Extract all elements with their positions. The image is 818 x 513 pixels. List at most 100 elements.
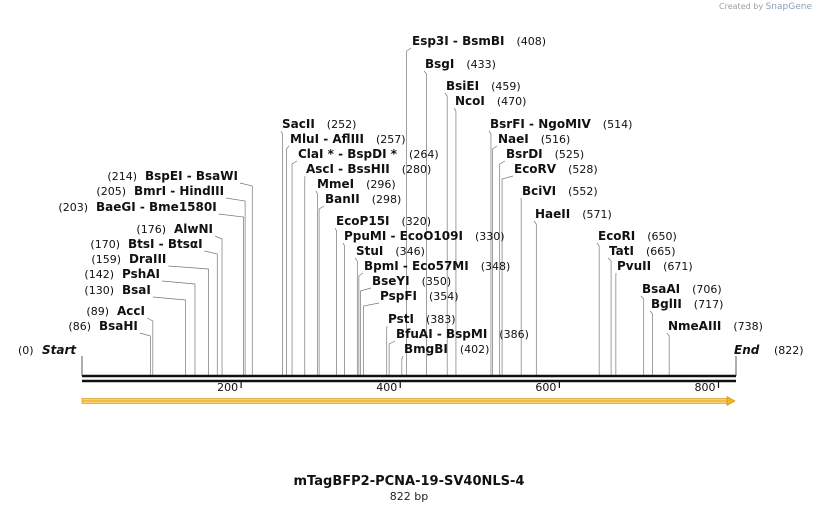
site-marker-line bbox=[214, 235, 223, 375]
site-position: (296) bbox=[366, 178, 396, 191]
end-position: (822) bbox=[774, 344, 804, 357]
end-label: End bbox=[734, 343, 760, 357]
site-name: PstI bbox=[388, 312, 414, 326]
site-name: BaeGI - Bme1580I bbox=[96, 200, 217, 214]
site-name: BfuAI - BspMI bbox=[396, 327, 487, 341]
site-position: (402) bbox=[460, 343, 490, 356]
site-position: (552) bbox=[568, 185, 598, 198]
site-position: (86) bbox=[68, 320, 91, 333]
site-position: (650) bbox=[647, 230, 677, 243]
site-marker-line bbox=[649, 310, 653, 375]
site-marker-line bbox=[444, 92, 448, 375]
site-marker-line bbox=[239, 182, 253, 375]
site-name: BglII bbox=[651, 297, 682, 311]
site-name: MmeI bbox=[317, 177, 354, 191]
site-marker-line bbox=[640, 295, 645, 375]
site-name: BsrFI - NgoMIV bbox=[490, 117, 591, 131]
site-name: NcoI bbox=[455, 94, 485, 108]
site-position: (280) bbox=[402, 163, 432, 176]
site-name: NmeAIII bbox=[668, 319, 721, 333]
ruler-label-200: 200 bbox=[217, 381, 238, 394]
site-position: (346) bbox=[395, 245, 425, 258]
site-position: (142) bbox=[84, 268, 114, 281]
site-name: HaeII bbox=[535, 207, 570, 221]
site-name: BmgBI bbox=[404, 342, 448, 356]
site-position: (459) bbox=[491, 80, 521, 93]
site-position: (383) bbox=[426, 313, 456, 326]
site-position: (89) bbox=[86, 305, 109, 318]
site-marker-line bbox=[139, 332, 151, 375]
site-name: BspEI - BsaWI bbox=[145, 169, 238, 183]
site-marker-line bbox=[607, 257, 612, 375]
site-marker-line bbox=[401, 355, 404, 375]
site-marker-line bbox=[286, 145, 290, 375]
site-marker-line bbox=[666, 332, 670, 375]
site-position: (176) bbox=[136, 223, 166, 236]
site-position: (717) bbox=[694, 298, 724, 311]
site-name: BtsI - BtsαI bbox=[128, 237, 203, 251]
site-name: MluI - AflIII bbox=[290, 132, 364, 146]
site-name: EcoRV bbox=[514, 162, 557, 176]
site-marker-line bbox=[453, 107, 457, 375]
site-name: BsaI bbox=[122, 283, 151, 297]
site-position: (264) bbox=[409, 148, 439, 161]
dna-backbone bbox=[82, 374, 736, 383]
site-marker-line bbox=[218, 213, 244, 375]
site-marker-line bbox=[363, 302, 380, 375]
site-position: (205) bbox=[96, 185, 126, 198]
site-name: Esp3I - BsmBI bbox=[412, 34, 504, 48]
site-marker-line bbox=[152, 296, 186, 375]
site-marker-line bbox=[291, 160, 298, 375]
site-position: (320) bbox=[402, 215, 432, 228]
site-name: EcoRI bbox=[598, 229, 635, 243]
site-marker-line bbox=[596, 242, 600, 375]
site-position: (738) bbox=[733, 320, 763, 333]
site-marker-line bbox=[499, 160, 506, 375]
site-position: (257) bbox=[376, 133, 406, 146]
site-labels: AccI (89)BsaHI (86) BsaI (130) PshAI (142) DraI… bbox=[58, 34, 763, 356]
site-position: (514) bbox=[603, 118, 633, 131]
ruler: 200 400 600 800 bbox=[217, 381, 720, 394]
site-name: PvuII bbox=[617, 259, 651, 273]
site-marker-line bbox=[501, 175, 514, 375]
site-marker-line bbox=[423, 70, 427, 375]
site-name: EcoP15I bbox=[336, 214, 390, 228]
site-name: BpmI - Eco57MI bbox=[364, 259, 469, 273]
sequence-ends: (0) Start End (822) bbox=[18, 343, 804, 376]
site-name: BanII bbox=[325, 192, 360, 206]
site-marker-line bbox=[360, 287, 372, 375]
site-name: SacII bbox=[282, 117, 315, 131]
site-marker-line bbox=[388, 340, 396, 375]
site-position: (528) bbox=[568, 163, 598, 176]
ruler-label-800: 800 bbox=[694, 381, 715, 394]
start-position: (0) bbox=[18, 344, 34, 357]
site-marker-line bbox=[168, 265, 209, 375]
site-name: StuI bbox=[356, 244, 383, 258]
site-name: BciVI bbox=[522, 184, 556, 198]
site-position: (203) bbox=[58, 201, 88, 214]
feature-arrow bbox=[81, 395, 736, 407]
site-position: (665) bbox=[646, 245, 676, 258]
site-marker-line bbox=[161, 280, 196, 375]
site-position: (130) bbox=[84, 284, 114, 297]
site-position: (671) bbox=[663, 260, 693, 273]
site-position: (571) bbox=[582, 208, 612, 221]
site-name: AccI bbox=[117, 304, 145, 318]
site-name: DraIII bbox=[129, 252, 166, 266]
site-name: BmrI - HindIII bbox=[134, 184, 224, 198]
site-name: BsaHI bbox=[99, 319, 138, 333]
site-position: (330) bbox=[475, 230, 505, 243]
site-marker-line bbox=[146, 317, 154, 375]
site-name: TatI bbox=[609, 244, 634, 258]
site-position: (525) bbox=[555, 148, 585, 161]
site-name: NaeI bbox=[498, 132, 529, 146]
site-marker-line bbox=[342, 242, 345, 375]
site-name: BsaAI bbox=[642, 282, 680, 296]
site-position: (170) bbox=[90, 238, 120, 251]
site-name: BsiEI bbox=[446, 79, 479, 93]
site-position: (706) bbox=[692, 283, 722, 296]
sequence-name: mTagBFP2-PCNA-19-SV40NLS-4 bbox=[293, 474, 525, 489]
snapgene-credit: Created by SnapGene bbox=[719, 2, 812, 12]
ruler-label-400: 400 bbox=[376, 381, 397, 394]
site-name: ClaI * - BspDI * bbox=[298, 147, 398, 161]
